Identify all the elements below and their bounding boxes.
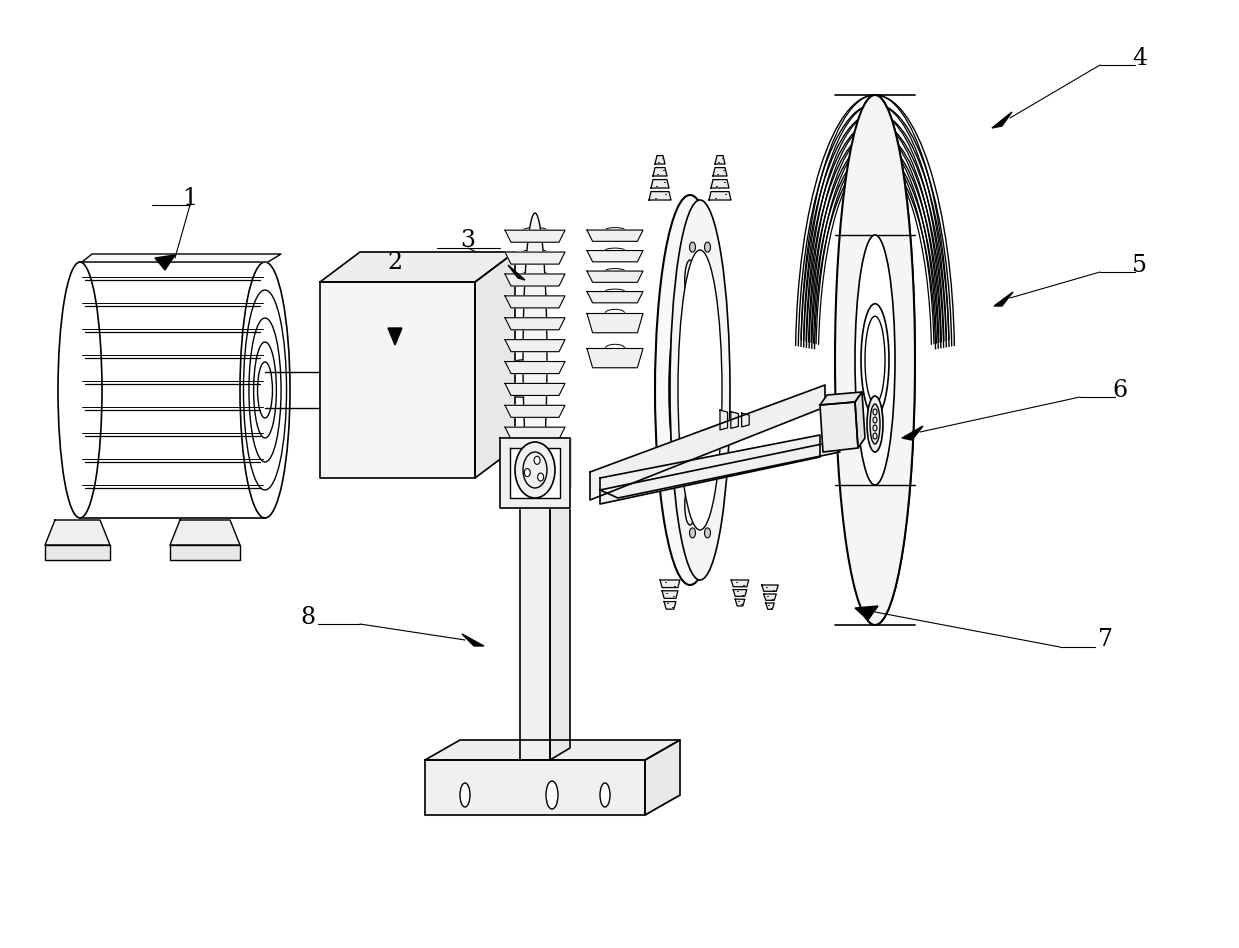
Polygon shape	[590, 385, 825, 500]
Ellipse shape	[655, 195, 725, 585]
Polygon shape	[587, 271, 643, 283]
Polygon shape	[587, 292, 643, 302]
Polygon shape	[762, 585, 778, 592]
Polygon shape	[664, 602, 676, 610]
Ellipse shape	[534, 456, 540, 465]
Polygon shape	[587, 230, 643, 242]
Polygon shape	[506, 252, 565, 264]
Text: 1: 1	[182, 187, 197, 210]
Polygon shape	[520, 488, 570, 500]
Polygon shape	[506, 383, 565, 395]
Ellipse shape	[600, 783, 610, 807]
Polygon shape	[550, 488, 570, 760]
Polygon shape	[508, 265, 525, 280]
Polygon shape	[475, 252, 515, 478]
Polygon shape	[320, 252, 515, 282]
Polygon shape	[763, 594, 777, 600]
Polygon shape	[742, 413, 750, 427]
Polygon shape	[655, 155, 665, 164]
Polygon shape	[501, 438, 570, 508]
Ellipse shape	[477, 335, 493, 435]
Polygon shape	[855, 606, 878, 620]
Polygon shape	[712, 168, 727, 176]
Ellipse shape	[705, 242, 710, 252]
Ellipse shape	[460, 783, 470, 807]
Polygon shape	[506, 230, 565, 243]
Polygon shape	[506, 274, 565, 286]
Text: 8: 8	[300, 607, 316, 629]
Polygon shape	[425, 740, 680, 760]
Ellipse shape	[855, 235, 895, 485]
Polygon shape	[735, 599, 745, 606]
Polygon shape	[653, 168, 667, 176]
Text: 4: 4	[1132, 46, 1147, 69]
Polygon shape	[506, 448, 565, 461]
Polygon shape	[902, 426, 923, 440]
Polygon shape	[709, 191, 731, 200]
Polygon shape	[660, 580, 680, 588]
Ellipse shape	[538, 473, 544, 481]
Polygon shape	[992, 112, 1012, 128]
Polygon shape	[388, 328, 401, 345]
Text: 5: 5	[1132, 253, 1147, 277]
Polygon shape	[731, 580, 748, 587]
Polygon shape	[506, 428, 565, 439]
Ellipse shape	[689, 528, 695, 538]
Polygon shape	[155, 255, 175, 270]
Polygon shape	[45, 520, 110, 545]
Ellipse shape	[524, 468, 530, 477]
Text: 6: 6	[1113, 378, 1127, 402]
Polygon shape	[170, 520, 240, 545]
Polygon shape	[506, 470, 565, 483]
Polygon shape	[170, 545, 240, 560]
Text: 7: 7	[1098, 629, 1113, 651]
Polygon shape	[600, 444, 840, 498]
Polygon shape	[587, 250, 643, 262]
Polygon shape	[506, 361, 565, 374]
Ellipse shape	[546, 781, 558, 809]
Ellipse shape	[867, 396, 883, 452]
Ellipse shape	[689, 242, 695, 252]
Polygon shape	[731, 411, 738, 428]
Polygon shape	[506, 406, 565, 417]
Ellipse shape	[523, 213, 546, 503]
Polygon shape	[82, 254, 281, 262]
Polygon shape	[994, 292, 1014, 306]
Polygon shape	[506, 296, 565, 308]
Polygon shape	[646, 740, 680, 815]
Text: 3: 3	[461, 228, 476, 251]
Polygon shape	[600, 435, 820, 504]
Polygon shape	[662, 591, 678, 598]
Polygon shape	[520, 500, 550, 760]
Polygon shape	[462, 634, 484, 646]
Polygon shape	[320, 282, 475, 478]
Text: 2: 2	[388, 250, 403, 274]
Ellipse shape	[678, 250, 722, 530]
Polygon shape	[650, 179, 669, 188]
Ellipse shape	[705, 528, 710, 538]
Polygon shape	[506, 339, 565, 352]
Polygon shape	[820, 392, 862, 405]
Polygon shape	[720, 410, 727, 429]
Polygon shape	[425, 760, 646, 815]
Polygon shape	[855, 392, 865, 448]
Polygon shape	[766, 603, 774, 610]
Ellipse shape	[670, 200, 730, 580]
Ellipse shape	[835, 95, 914, 625]
Polygon shape	[45, 545, 110, 560]
Polygon shape	[587, 349, 643, 368]
Polygon shape	[711, 179, 729, 188]
Polygon shape	[820, 402, 857, 452]
Polygon shape	[506, 318, 565, 330]
Polygon shape	[715, 155, 725, 164]
Ellipse shape	[515, 442, 555, 498]
Polygon shape	[587, 314, 643, 333]
Ellipse shape	[870, 404, 880, 444]
Polygon shape	[649, 191, 672, 200]
Polygon shape	[733, 590, 747, 596]
Polygon shape	[510, 448, 560, 498]
